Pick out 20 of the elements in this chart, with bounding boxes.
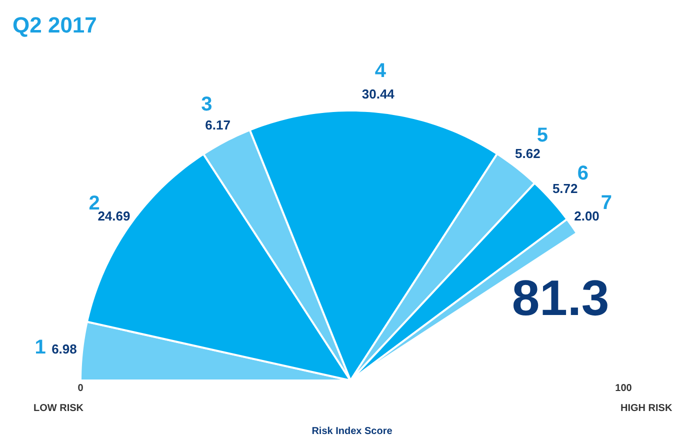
data-label: 2.00 xyxy=(574,208,600,224)
slice-label: 6 xyxy=(577,162,589,184)
slice-label: 3 xyxy=(201,94,212,116)
slice-label: 4 xyxy=(374,60,387,82)
data-label: 24.69 xyxy=(98,208,130,224)
data-label: 6.17 xyxy=(205,117,230,132)
text: HIGH RISK xyxy=(620,403,673,414)
data-label: 5.62 xyxy=(515,146,540,161)
data-label: 30.44 xyxy=(362,86,396,102)
slice-label: 7 xyxy=(600,192,612,214)
chart-title: Q2 2017 xyxy=(12,12,97,38)
text: 100 xyxy=(615,383,632,394)
data-label: 6.98 xyxy=(52,341,77,356)
slice-label: 1 xyxy=(34,336,46,358)
text: 0 xyxy=(78,383,84,394)
data-label: 5.72 xyxy=(552,180,578,196)
slice-label: 5 xyxy=(536,124,548,147)
text: LOW RISK xyxy=(34,403,84,414)
text: 81.3 xyxy=(512,270,610,326)
text: Risk Index Score xyxy=(312,426,393,437)
